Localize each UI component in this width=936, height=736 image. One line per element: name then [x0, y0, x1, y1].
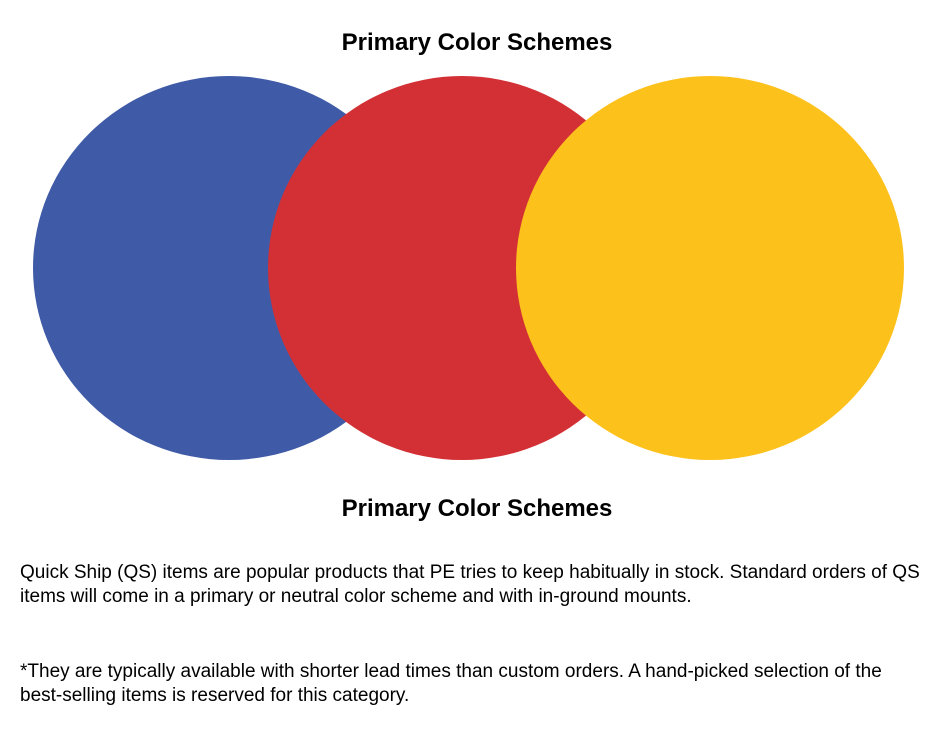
figure-caption: Primary Color Schemes	[341, 495, 613, 522]
description-paragraph: Quick Ship (QS) items are popular produc…	[20, 562, 920, 607]
footnote-paragraph: *They are typically available with short…	[20, 661, 882, 706]
page-title: Primary Color Schemes	[341, 29, 613, 56]
color-circles-graphic	[33, 76, 904, 460]
yellow-circle	[516, 76, 904, 460]
